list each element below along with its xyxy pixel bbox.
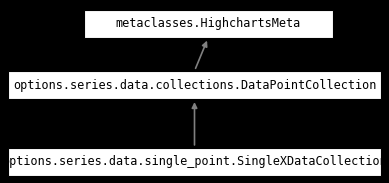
FancyBboxPatch shape xyxy=(84,10,333,38)
FancyArrowPatch shape xyxy=(192,104,197,145)
Text: options.series.data.collections.DataPointCollection: options.series.data.collections.DataPoin… xyxy=(13,79,376,92)
FancyArrowPatch shape xyxy=(196,42,207,68)
Text: metaclasses.HighchartsMeta: metaclasses.HighchartsMeta xyxy=(116,17,301,30)
Text: options.series.data.single_point.SingleXDataCollection: options.series.data.single_point.SingleX… xyxy=(2,155,387,169)
FancyBboxPatch shape xyxy=(8,148,381,176)
FancyBboxPatch shape xyxy=(8,71,381,99)
